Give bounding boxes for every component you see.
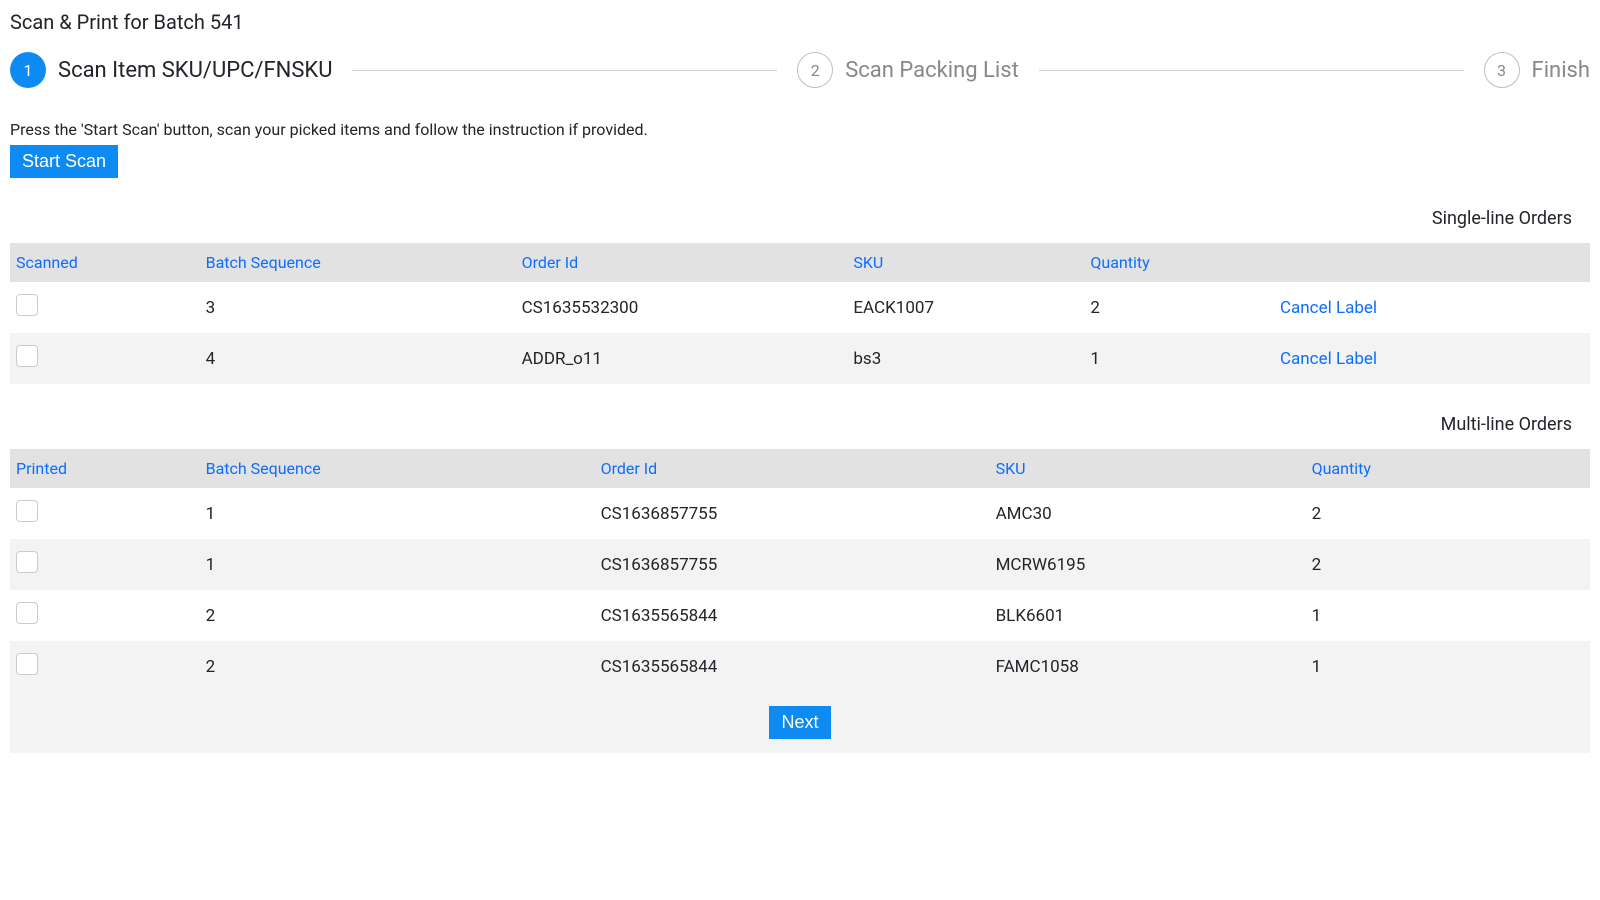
footer-bar: Next bbox=[10, 692, 1590, 753]
start-scan-button[interactable]: Start Scan bbox=[10, 145, 118, 178]
cell-order-id: CS1636857755 bbox=[595, 539, 990, 590]
step-1-label: Scan Item SKU/UPC/FNSKU bbox=[58, 58, 332, 83]
cell-order-id: ADDR_o11 bbox=[516, 333, 848, 384]
printed-checkbox[interactable] bbox=[16, 500, 38, 522]
table-row: 2CS1635565844FAMC10581 bbox=[10, 641, 1590, 692]
cell-batch-sequence: 2 bbox=[200, 590, 595, 641]
col-printed[interactable]: Printed bbox=[10, 449, 200, 488]
cell-sku: AMC30 bbox=[990, 488, 1306, 539]
cell-batch-sequence: 4 bbox=[200, 333, 516, 384]
table-header-row: Scanned Batch Sequence Order Id SKU Quan… bbox=[10, 243, 1590, 282]
col-sku[interactable]: SKU bbox=[990, 449, 1306, 488]
scanned-checkbox[interactable] bbox=[16, 294, 38, 316]
printed-checkbox[interactable] bbox=[16, 551, 38, 573]
cell-quantity: 1 bbox=[1306, 590, 1590, 641]
cell-batch-sequence: 1 bbox=[200, 488, 595, 539]
scanned-checkbox[interactable] bbox=[16, 345, 38, 367]
cell-batch-sequence: 2 bbox=[200, 641, 595, 692]
table-header-row: Printed Batch Sequence Order Id SKU Quan… bbox=[10, 449, 1590, 488]
col-scanned[interactable]: Scanned bbox=[10, 243, 200, 282]
cell-sku: bs3 bbox=[847, 333, 1084, 384]
col-sku[interactable]: SKU bbox=[847, 243, 1084, 282]
col-order-id[interactable]: Order Id bbox=[595, 449, 990, 488]
cell-sku: EACK1007 bbox=[847, 282, 1084, 333]
col-batch-sequence[interactable]: Batch Sequence bbox=[200, 449, 595, 488]
col-actions bbox=[1274, 243, 1590, 282]
cell-quantity: 2 bbox=[1084, 282, 1274, 333]
page-title: Scan & Print for Batch 541 bbox=[10, 10, 1590, 34]
cell-quantity: 2 bbox=[1306, 488, 1590, 539]
col-batch-sequence[interactable]: Batch Sequence bbox=[200, 243, 516, 282]
table-row: 1CS1636857755MCRW61952 bbox=[10, 539, 1590, 590]
table-row: 4ADDR_o11bs31 Cancel Label bbox=[10, 333, 1590, 384]
cell-sku: MCRW6195 bbox=[990, 539, 1306, 590]
step-2: 2 Scan Packing List bbox=[797, 52, 1019, 88]
step-1-circle: 1 bbox=[10, 52, 46, 88]
step-divider-1 bbox=[352, 70, 777, 71]
cancel-label-link[interactable]: Cancel Label bbox=[1280, 298, 1377, 318]
cell-quantity: 1 bbox=[1306, 641, 1590, 692]
cell-quantity: 1 bbox=[1084, 333, 1274, 384]
cell-sku: FAMC1058 bbox=[990, 641, 1306, 692]
instruction-text: Press the 'Start Scan' button, scan your… bbox=[10, 120, 1590, 139]
table-row: 3CS1635532300EACK10072 Cancel Label bbox=[10, 282, 1590, 333]
step-3-label: Finish bbox=[1532, 58, 1590, 83]
cell-order-id: CS1636857755 bbox=[595, 488, 990, 539]
cancel-label-link[interactable]: Cancel Label bbox=[1280, 349, 1377, 369]
col-quantity[interactable]: Quantity bbox=[1306, 449, 1590, 488]
step-2-label: Scan Packing List bbox=[845, 58, 1019, 83]
single-line-title: Single-line Orders bbox=[10, 208, 1590, 229]
step-3-circle: 3 bbox=[1484, 52, 1520, 88]
stepper: 1 Scan Item SKU/UPC/FNSKU 2 Scan Packing… bbox=[10, 52, 1590, 88]
cell-batch-sequence: 3 bbox=[200, 282, 516, 333]
step-divider-2 bbox=[1039, 70, 1464, 71]
col-order-id[interactable]: Order Id bbox=[516, 243, 848, 282]
table-row: 2CS1635565844BLK66011 bbox=[10, 590, 1590, 641]
step-2-circle: 2 bbox=[797, 52, 833, 88]
col-quantity[interactable]: Quantity bbox=[1084, 243, 1274, 282]
cell-quantity: 2 bbox=[1306, 539, 1590, 590]
cell-batch-sequence: 1 bbox=[200, 539, 595, 590]
printed-checkbox[interactable] bbox=[16, 653, 38, 675]
multi-line-title: Multi-line Orders bbox=[10, 414, 1590, 435]
step-1: 1 Scan Item SKU/UPC/FNSKU bbox=[10, 52, 332, 88]
multi-line-table: Printed Batch Sequence Order Id SKU Quan… bbox=[10, 449, 1590, 692]
cell-order-id: CS1635565844 bbox=[595, 590, 990, 641]
table-row: 1CS1636857755AMC302 bbox=[10, 488, 1590, 539]
step-3: 3 Finish bbox=[1484, 52, 1590, 88]
cell-sku: BLK6601 bbox=[990, 590, 1306, 641]
cell-order-id: CS1635532300 bbox=[516, 282, 848, 333]
cell-order-id: CS1635565844 bbox=[595, 641, 990, 692]
printed-checkbox[interactable] bbox=[16, 602, 38, 624]
next-button[interactable]: Next bbox=[769, 706, 830, 739]
single-line-table: Scanned Batch Sequence Order Id SKU Quan… bbox=[10, 243, 1590, 384]
